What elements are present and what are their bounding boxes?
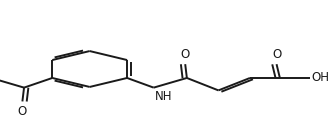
Text: O: O xyxy=(18,105,27,118)
Text: O: O xyxy=(272,48,281,61)
Text: OH: OH xyxy=(311,71,329,84)
Text: O: O xyxy=(181,48,190,61)
Text: NH: NH xyxy=(155,90,173,103)
